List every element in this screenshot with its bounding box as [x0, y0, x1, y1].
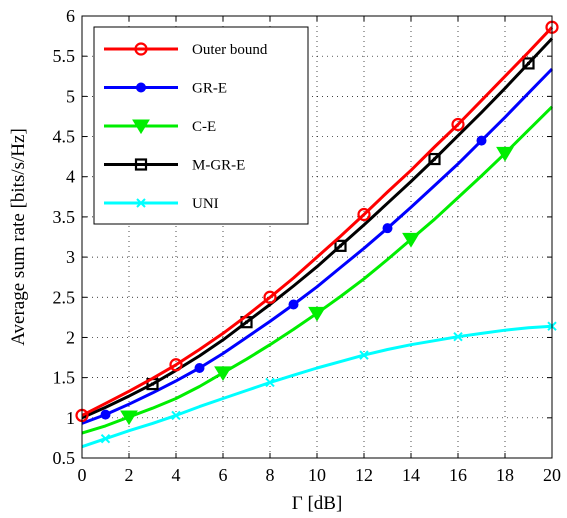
- series-marker: [308, 306, 326, 322]
- series-marker: [522, 57, 535, 70]
- series-line: [81, 26, 554, 417]
- series-marker: [451, 117, 465, 132]
- x-tick-label: 10: [308, 465, 326, 485]
- legend-item: UNI: [104, 196, 219, 212]
- marker-x-stroke: [100, 434, 111, 444]
- y-tick-label: 1: [66, 408, 75, 428]
- y-tick-label: 3: [66, 247, 75, 267]
- series-layer: [75, 20, 559, 449]
- series-line: [81, 37, 554, 420]
- marker-x-stroke: [359, 350, 369, 360]
- legend-item: Outer bound: [104, 42, 268, 58]
- x-tick-label: 2: [125, 465, 134, 485]
- x-axis-label: Γ [dB]: [292, 493, 343, 514]
- marker-square-center: [245, 320, 248, 324]
- marker-square-outline: [134, 158, 148, 171]
- series-marker: [100, 409, 111, 420]
- series-marker: [171, 410, 181, 421]
- series-line: [81, 67, 554, 425]
- legend-swatch-marker: [136, 82, 146, 93]
- y-tick-label: 6: [66, 6, 75, 26]
- legend-label: GR-E: [192, 81, 227, 97]
- marker-x-stroke: [453, 331, 463, 342]
- y-tick-label: 4.5: [53, 127, 76, 147]
- series-marker: [288, 299, 299, 310]
- legend: Outer bound GR-E C-E M-GR-E UNI: [93, 26, 309, 225]
- marker-x-stroke: [136, 198, 146, 208]
- legend-swatch-marker: [134, 42, 148, 56]
- x-tick-label: 0: [78, 465, 87, 485]
- marker-x-stroke: [265, 377, 275, 388]
- marker-square-outline: [428, 152, 441, 166]
- series-uni: [81, 321, 557, 449]
- marker-square-center: [339, 244, 342, 248]
- series-c-e: [81, 105, 554, 435]
- marker-square-center: [151, 382, 154, 386]
- series-marker: [428, 152, 441, 166]
- x-tick-label: 20: [543, 465, 561, 485]
- series-marker: [100, 434, 111, 444]
- series-marker: [194, 362, 205, 373]
- legend-item: M-GR-E: [104, 158, 245, 174]
- legend-label: UNI: [192, 196, 219, 212]
- series-marker: [263, 290, 277, 304]
- series-outer-bound: [75, 20, 559, 423]
- legend-swatch-marker: [134, 158, 148, 171]
- series-marker: [214, 366, 232, 381]
- y-tick-label: 2.5: [53, 287, 76, 307]
- legend-item: C-E: [104, 119, 216, 135]
- plot-frame: [81, 15, 553, 459]
- series-marker: [334, 239, 347, 252]
- series-marker: [359, 350, 369, 360]
- marker-square-center: [139, 163, 143, 166]
- legend-label: C-E: [192, 119, 216, 135]
- series-gr-e: [81, 67, 554, 425]
- y-tick-label: 1.5: [53, 368, 76, 388]
- x-tick-label: 18: [496, 465, 514, 485]
- y-tick-label: 3.5: [53, 207, 76, 227]
- marker-x-stroke: [171, 410, 181, 421]
- legend-label: M-GR-E: [192, 158, 245, 174]
- x-tick-label: 12: [355, 465, 373, 485]
- marker-square-outline: [334, 239, 347, 252]
- y-tick-label: 4: [66, 167, 75, 187]
- marker-square-outline: [522, 57, 535, 70]
- x-tick-label: 4: [172, 465, 181, 485]
- series-marker: [357, 207, 371, 222]
- series-marker: [402, 232, 420, 248]
- marker-square-center: [527, 61, 530, 65]
- x-tick-label: 8: [266, 465, 275, 485]
- y-tick-label: 0.5: [53, 448, 76, 468]
- series-marker: [382, 223, 393, 234]
- series-marker: [453, 331, 463, 342]
- series-marker: [120, 410, 138, 426]
- series-m-gr-e: [81, 37, 554, 420]
- series-line: [81, 324, 553, 449]
- x-tick-label: 6: [219, 465, 228, 485]
- y-tick-label: 5.5: [53, 46, 76, 66]
- x-tick-label: 14: [402, 465, 420, 485]
- legend-swatch-marker: [136, 198, 146, 208]
- tick-labels: 0 2 4 6 8 10 12 14 16 18 20 0.5 1 1.5 2 2.5 3 3.5 4 4.5 5 5.5…: [53, 6, 562, 485]
- y-tick-label: 5: [66, 86, 75, 106]
- legend-swatch-marker: [132, 119, 150, 135]
- y-tick-label: 2: [66, 327, 75, 347]
- legend-label: Outer bound: [192, 42, 268, 58]
- y-axis-label: Average sum rate [bits/s/Hz]: [8, 128, 29, 346]
- x-tick-label: 16: [449, 465, 467, 485]
- series-marker: [265, 377, 275, 388]
- series-marker: [496, 146, 514, 162]
- series-marker: [169, 358, 183, 372]
- marker-square-center: [433, 157, 436, 161]
- series-marker: [476, 135, 487, 146]
- legend-item: GR-E: [104, 81, 227, 97]
